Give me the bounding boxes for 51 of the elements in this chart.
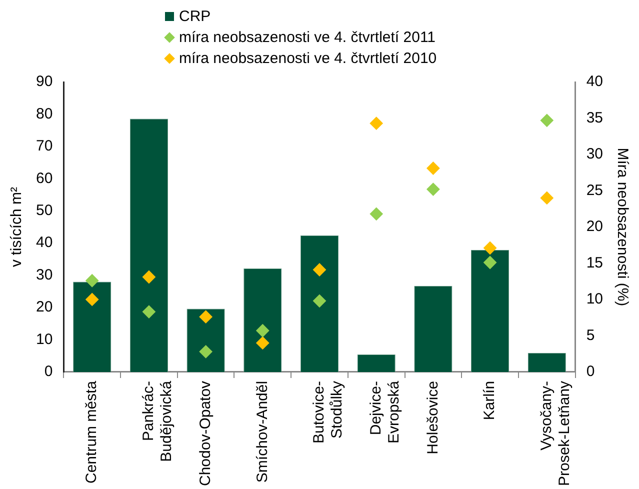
x-tick-label: Holešovice (424, 380, 442, 454)
point (426, 162, 440, 175)
point (199, 345, 212, 358)
x-tick-label: Butovice-Stodůlky (310, 380, 346, 444)
x-tick-label: Dejvice-Evropská (367, 380, 402, 444)
x-tick-label: Karlín (481, 380, 498, 420)
y2-axis-title: Míra neobsazenosti (%) (614, 148, 631, 306)
x-tick-label: Smíchov-Anděl (254, 380, 271, 483)
y2-tick-label: 5 (586, 326, 595, 344)
point (142, 270, 156, 284)
x-tick-label: Pankrác-Budějovická (140, 380, 176, 462)
y2-tick-label: 30 (586, 146, 604, 163)
legend-label: míra neobsazenosti ve 4. čtvrtletí 2011 (179, 29, 436, 46)
y2-tick-label: 20 (586, 218, 604, 236)
y-tick-label: 80 (36, 105, 53, 122)
y-tick-label: 50 (36, 202, 53, 220)
point (370, 207, 383, 220)
y2-tick-label: 25 (586, 182, 604, 199)
y2-tick-label: 35 (586, 109, 604, 126)
y-tick-label: 10 (36, 330, 53, 348)
point (540, 191, 554, 204)
y2-tick-label: 10 (586, 290, 604, 308)
point (313, 294, 326, 308)
point (256, 336, 270, 350)
x-tick-label: Centrum města (83, 380, 100, 484)
point (313, 263, 326, 276)
y-tick-label: 90 (36, 73, 53, 90)
y2-tick-label: 15 (586, 254, 604, 272)
point (540, 114, 554, 127)
point (484, 256, 497, 269)
point (370, 116, 383, 130)
point (142, 305, 156, 318)
x-tick-label: Chodov-Opatov (196, 380, 214, 486)
x-tick-label: Vysočany-Prosek-Letňany (538, 380, 574, 486)
point (256, 324, 270, 338)
point (484, 241, 497, 254)
point (199, 310, 212, 324)
legend-label: CRP (179, 8, 211, 25)
y-axis-title: v tisících m² (8, 186, 26, 267)
y-tick-label: 0 (44, 363, 53, 380)
y-tick-label: 70 (36, 138, 53, 155)
point (426, 182, 440, 196)
y2-tick-label: 0 (586, 363, 595, 380)
point (86, 292, 99, 306)
point (86, 274, 99, 288)
legend-label: míra neobsazenosti ve 4. čtvrtletí 2010 (179, 50, 437, 67)
y2-tick-label: 40 (586, 73, 604, 90)
y-tick-label: 60 (36, 170, 53, 187)
y-tick-label: 40 (36, 234, 53, 252)
y-tick-label: 20 (36, 298, 53, 316)
y-tick-label: 30 (36, 266, 53, 284)
